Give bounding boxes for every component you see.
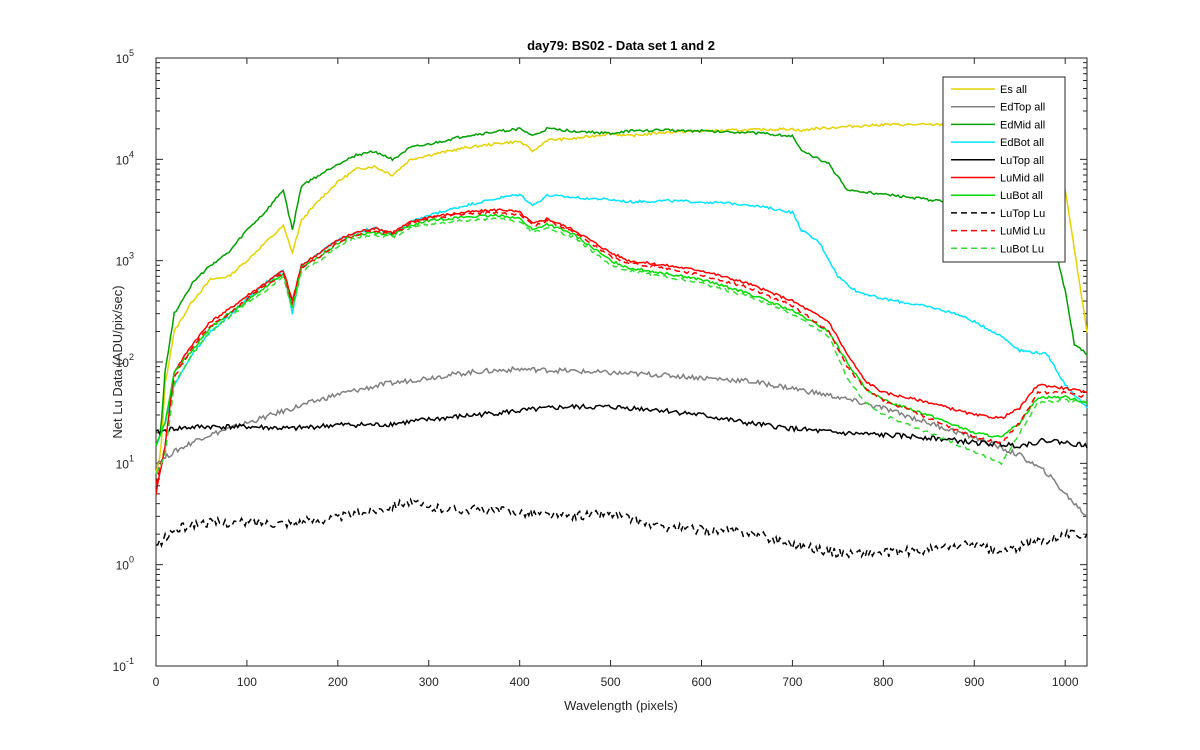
x-tick-label: 300 (419, 675, 439, 689)
x-tick-label: 800 (873, 675, 893, 689)
plot-area (155, 57, 1088, 667)
x-tick-label: 0 (153, 675, 160, 689)
legend-label: EdTop all (1000, 102, 1045, 114)
y-axis-label: Net Lu Data (ADU/pix/sec) (110, 285, 125, 438)
legend: Es all EdTop all EdMid all EdBot all LuTop a… (942, 76, 1066, 263)
legend-label: LuBot all (1000, 190, 1043, 202)
series-line-2 (155, 365, 1088, 517)
legend-label: LuTop all (1000, 155, 1044, 167)
legend-label: LuMid all (1000, 173, 1044, 185)
legend-label: EdBot all (1000, 137, 1044, 149)
x-tick-label: 600 (691, 675, 711, 689)
x-tick-label: 700 (782, 675, 802, 689)
x-tick-label: 500 (601, 675, 621, 689)
y-tick-label: 103 (116, 251, 134, 269)
series-line-5 (155, 403, 1088, 449)
y-tick-label: 105 (116, 48, 134, 66)
series-line-9 (155, 210, 1088, 485)
legend-label: EdMid all (1000, 119, 1045, 131)
x-tick-label: 200 (328, 675, 348, 689)
y-tick-label: 10-1 (113, 656, 134, 674)
x-tick-label: 400 (510, 675, 530, 689)
legend-label: LuBot Lu (1000, 243, 1044, 255)
x-tick-label: 900 (964, 675, 984, 689)
legend-label: LuMid Lu (1000, 226, 1045, 238)
legend-label: Es all (1000, 84, 1027, 96)
y-tick-label: 102 (116, 352, 134, 370)
series-line-8 (155, 497, 1088, 561)
series (155, 122, 1088, 561)
x-tick-label: 1000 (1052, 675, 1079, 689)
y-tick-label: 101 (116, 453, 134, 471)
series-line-1 (155, 122, 1088, 473)
x-axis-label: Wavelength (pixels) (564, 698, 678, 713)
ticks: 0 100 200 300 400 500 600 700 800 900 1000 10-1 100 1… (113, 48, 1087, 689)
y-tick-label: 104 (116, 149, 134, 167)
series-line-3 (155, 126, 1088, 447)
legend-label: LuTop Lu (1000, 208, 1045, 220)
series-line-6 (155, 208, 1088, 495)
chart-title: day79: BS02 - Data set 1 and 2 (527, 38, 715, 53)
x-tick-label: 100 (237, 675, 257, 689)
y-tick-label: 100 (116, 555, 134, 573)
series-line-10 (155, 217, 1088, 475)
